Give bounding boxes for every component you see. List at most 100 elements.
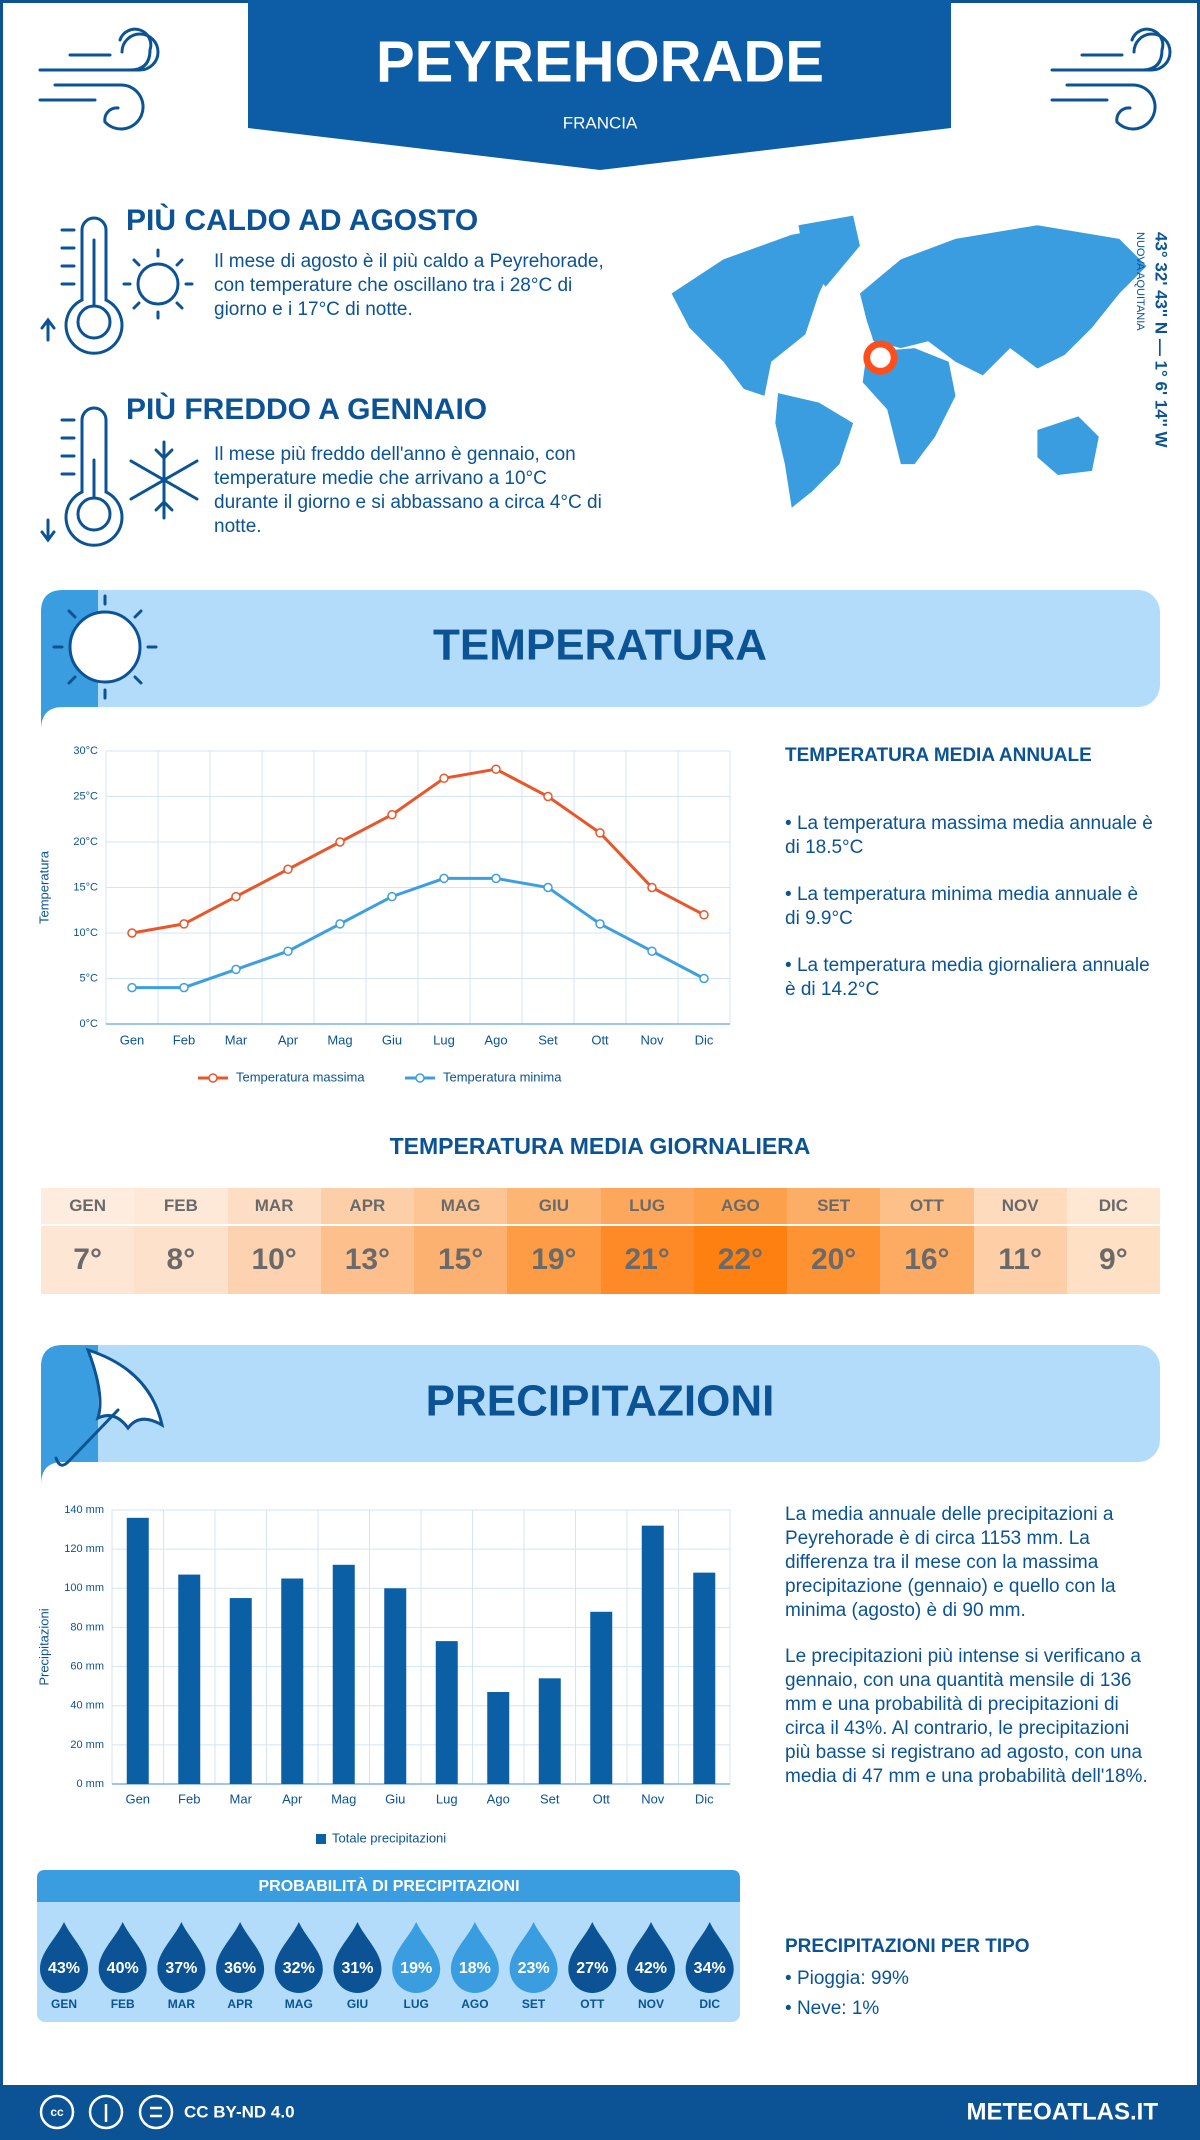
line — [131, 767, 705, 935]
umbrella-icon — [54, 1347, 165, 1467]
banner — [41, 590, 1160, 707]
probability-value: 32% — [283, 1960, 315, 1977]
x-tick-label: Ott — [591, 1032, 609, 1047]
shape — [39, 2094, 75, 2130]
x-tick-label: Gen — [125, 1791, 150, 1806]
daily-column: SET 20° — [787, 1188, 881, 1294]
bar — [641, 1525, 664, 1784]
subtitle: FRANCIA — [563, 113, 638, 132]
cc-glyph: cc — [50, 2105, 64, 2119]
shape — [64, 216, 124, 355]
bar — [178, 1574, 201, 1784]
drop — [509, 1922, 558, 1994]
drop — [216, 1922, 265, 1994]
bar — [384, 1588, 407, 1784]
point — [335, 837, 345, 847]
point — [127, 982, 137, 993]
shape — [85, 1347, 165, 1431]
footer — [0, 2085, 1200, 2140]
y-tick-label: 20°C — [73, 836, 98, 848]
highlight-title: PIÙ FREDDO A GENNAIO — [126, 393, 488, 426]
shape — [88, 2094, 124, 2130]
probability-month: APR — [227, 1997, 253, 2011]
probability-month: NOV — [638, 1997, 664, 2011]
bar — [435, 1641, 458, 1784]
probability-value: 34% — [694, 1960, 726, 1977]
probability-month: FEB — [111, 1997, 135, 2011]
shape — [60, 228, 76, 286]
point — [647, 946, 657, 956]
daily-title: TEMPERATURA MEDIA GIORNALIERA — [389, 1133, 811, 1159]
x-tick-label: Mag — [331, 1791, 356, 1806]
x-tick-label: Lug — [433, 1032, 455, 1047]
legend-marker — [208, 1073, 218, 1083]
annual-item: La temperatura media giornaliera annuale… — [785, 954, 1155, 1002]
probability-value: 31% — [341, 1960, 373, 1977]
daily-column: MAR 10° — [227, 1188, 321, 1294]
precipitation-text: Le precipitazioni più intense si verific… — [785, 1646, 1148, 1787]
y-axis-label: Temperatura — [36, 850, 51, 924]
probability-box — [37, 1870, 740, 2022]
legend-label: Totale precipitazioni — [332, 1830, 446, 1845]
x-tick-label: Lug — [436, 1791, 458, 1806]
shape — [798, 215, 860, 287]
y-tick-label: 15°C — [73, 881, 98, 893]
highlight-title: PIÙ CALDO AD AGOSTO — [126, 204, 479, 237]
shape — [863, 340, 898, 375]
y-axis-label: Precipitazioni — [36, 1608, 51, 1685]
shape — [40, 518, 56, 543]
y-tick-label: 30°C — [73, 745, 98, 757]
cold-icon — [40, 406, 199, 547]
type-item: Neve: 1% — [785, 1997, 879, 2021]
probability-value: 43% — [48, 1960, 80, 1977]
shape — [122, 248, 194, 320]
daily-column: NOV 11° — [973, 1188, 1067, 1294]
daily-column: GEN 7° — [41, 1188, 135, 1294]
x-tick-label: Dic — [695, 1791, 714, 1806]
daily-month: OTT — [880, 1188, 974, 1226]
bar — [538, 1678, 561, 1784]
shape — [1037, 416, 1099, 476]
license: CC BY-ND 4.0 — [184, 2102, 295, 2121]
daily-month: FEB — [134, 1188, 228, 1226]
daily-value: 22° — [717, 1243, 764, 1276]
shape — [53, 83, 145, 131]
point — [699, 973, 709, 984]
point — [699, 910, 709, 920]
probability-month: MAR — [168, 1997, 196, 2011]
daily-table: GEN 7° FEB 8° MAR 10° APR 13° MAG 15° GIU 19° LUG 21°… — [41, 1188, 1160, 1294]
shape — [64, 406, 124, 547]
wind-icon — [1050, 27, 1172, 131]
banner — [41, 1345, 1160, 1462]
x-tick-label: Nov — [640, 1032, 664, 1047]
point — [387, 809, 397, 820]
daily-column: LUG 21° — [600, 1188, 694, 1294]
daily-column: GIU 19° — [507, 1188, 601, 1294]
shape — [1050, 32, 1172, 72]
drop — [157, 1922, 206, 1994]
point — [439, 873, 449, 884]
drop — [450, 1922, 499, 1994]
point — [127, 928, 137, 938]
x-tick-label: Ott — [593, 1791, 611, 1806]
annual-item: La temperatura minima media annuale è di… — [785, 883, 1155, 931]
daily-column: DIC 9° — [1066, 1188, 1160, 1294]
daily-value: 10° — [251, 1243, 297, 1276]
probability-month: SET — [522, 1997, 546, 2011]
shape — [1065, 83, 1157, 131]
shape — [40, 317, 56, 342]
daily-value: 15° — [437, 1243, 484, 1276]
bar — [332, 1564, 355, 1784]
probability-value: 37% — [165, 1960, 197, 1977]
point — [231, 964, 241, 975]
y-tick-label: 40 mm — [70, 1700, 104, 1712]
shape — [862, 348, 956, 465]
daily-column: MAG 15° — [414, 1188, 508, 1294]
point — [283, 946, 293, 956]
legend-label: Temperatura massima — [236, 1069, 365, 1084]
daily-value: 9° — [1099, 1243, 1128, 1276]
shape — [671, 229, 847, 396]
x-tick-label: Apr — [282, 1791, 303, 1806]
